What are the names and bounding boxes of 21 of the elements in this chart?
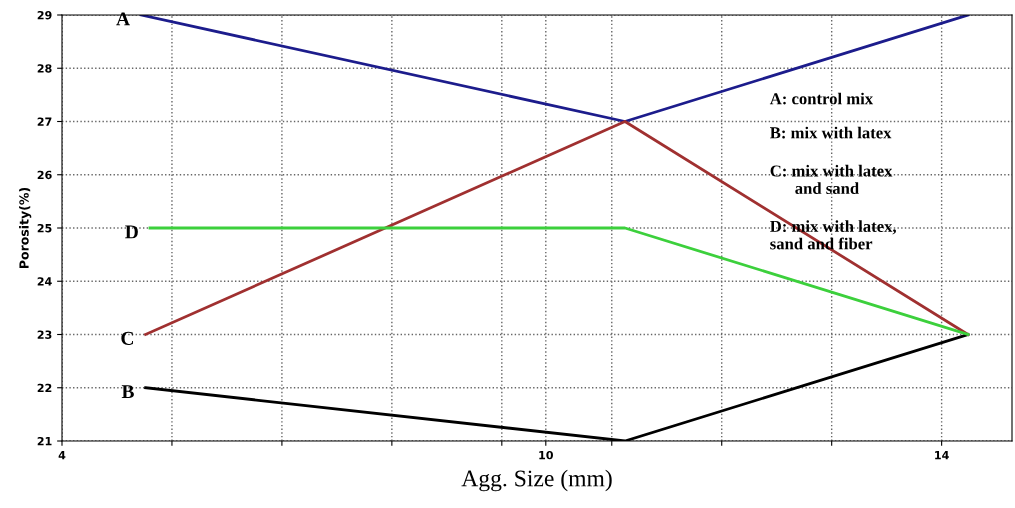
series-label: A (116, 12, 130, 26)
y-tick-label: 28 (37, 64, 52, 73)
y-tick-label: 24 (37, 277, 52, 286)
x-tick-label: 4 (58, 451, 66, 460)
y-tick-label: 23 (37, 330, 52, 339)
series-label: D (125, 225, 138, 239)
y-tick-label: 29 (37, 10, 52, 20)
annotation: C: mix with latex and sand (770, 164, 893, 195)
y-tick-label: 22 (37, 383, 52, 392)
series-label: B (121, 385, 134, 399)
x-axis-title: Agg. Size (mm) (461, 469, 612, 492)
annotation: A: control mix (769, 92, 874, 105)
y-tick-label: 21 (37, 436, 52, 446)
annotation: B: mix with latex (770, 126, 892, 139)
y-tick-label: 26 (37, 170, 52, 180)
series-label: C (121, 331, 133, 345)
y-tick-label: 25 (37, 223, 52, 233)
y-tick-label: 27 (37, 117, 52, 126)
x-tick-label: 14 (935, 451, 949, 460)
x-tick-label: 10 (539, 450, 553, 460)
y-axis-title: Porosity(%) (19, 187, 32, 268)
